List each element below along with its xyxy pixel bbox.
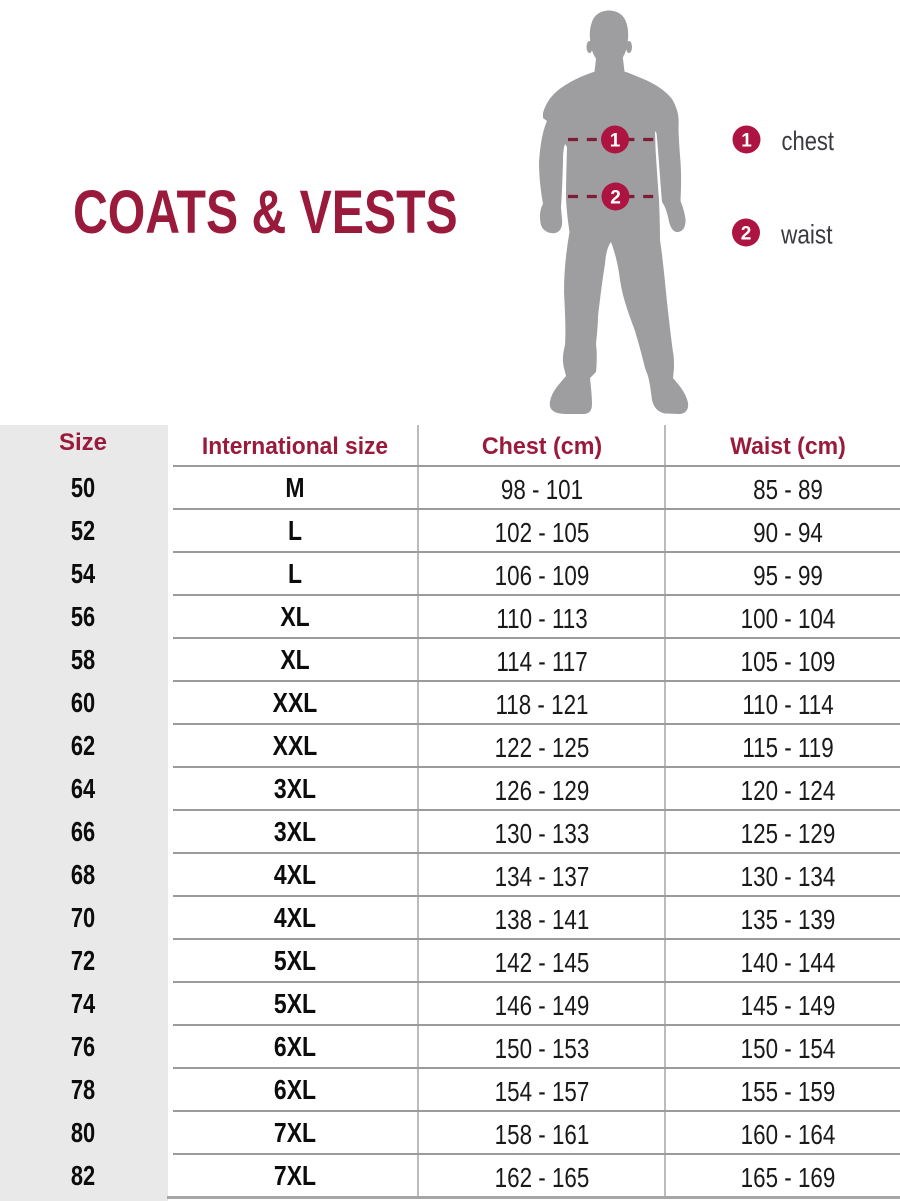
svg-text:waist: waist — [780, 220, 833, 250]
svg-text:chest: chest — [782, 126, 835, 156]
svg-text:1: 1 — [741, 131, 752, 152]
svg-text:1: 1 — [610, 131, 621, 152]
svg-text:2: 2 — [610, 188, 621, 209]
svg-text:2: 2 — [741, 224, 752, 245]
